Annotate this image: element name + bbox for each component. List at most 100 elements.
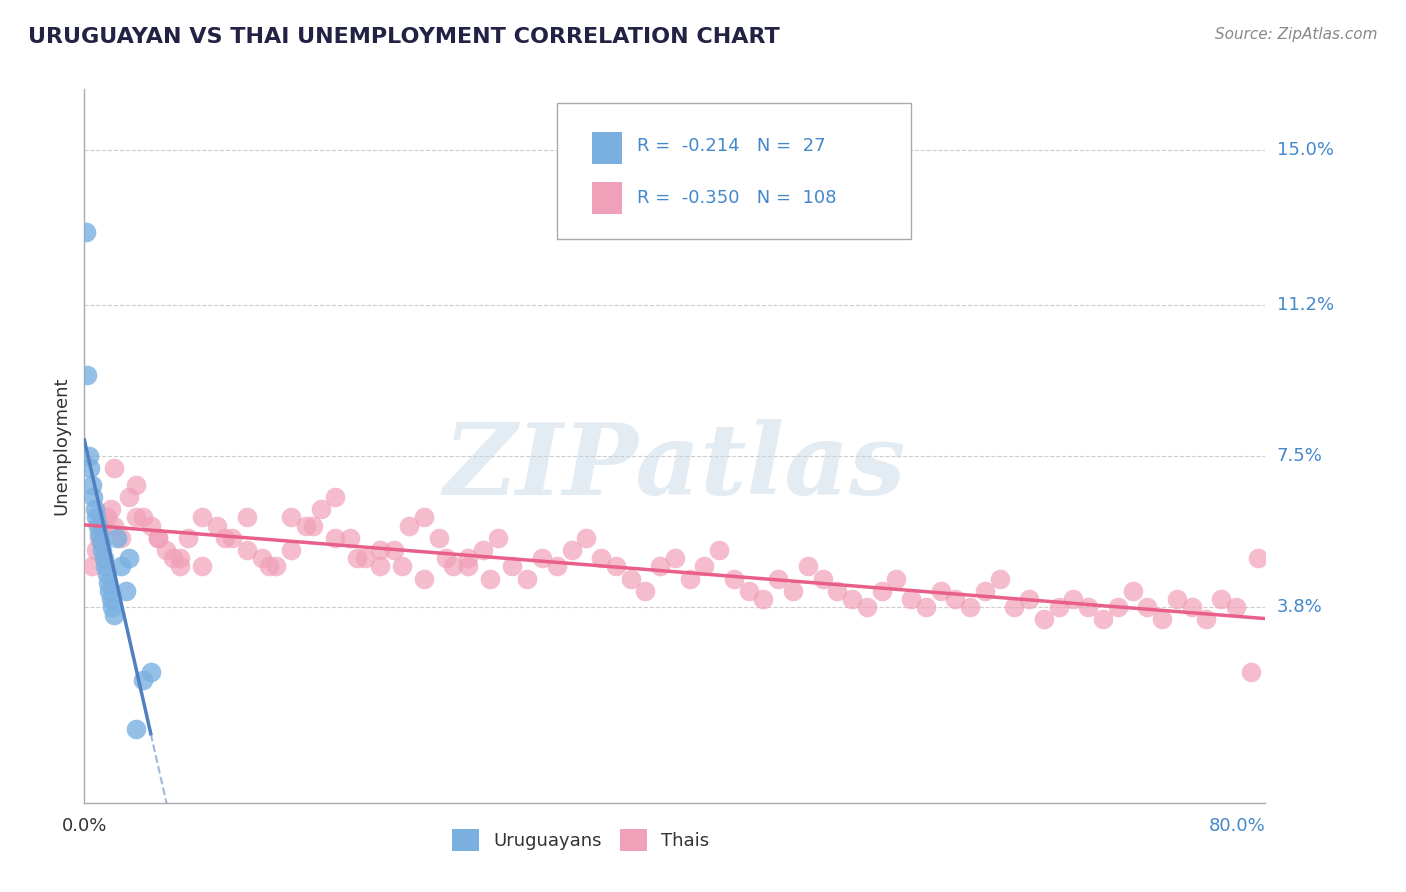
Point — [125, 510, 148, 524]
Text: R =  -0.350   N =  108: R = -0.350 N = 108 — [637, 189, 837, 207]
Point — [207, 518, 229, 533]
Point — [155, 543, 177, 558]
Point — [856, 600, 879, 615]
Point — [169, 551, 191, 566]
Point — [768, 572, 790, 586]
Point — [1047, 600, 1070, 615]
Text: 11.2%: 11.2% — [1277, 296, 1334, 314]
Point — [1225, 600, 1247, 615]
Point — [76, 368, 98, 382]
Point — [650, 559, 672, 574]
Point — [457, 551, 479, 566]
Point — [382, 543, 406, 558]
Text: 3.8%: 3.8% — [1277, 598, 1322, 616]
Point — [1033, 612, 1056, 626]
Point — [900, 591, 922, 606]
Point — [295, 518, 318, 533]
Point — [797, 559, 820, 574]
Point — [162, 551, 184, 566]
Point — [945, 591, 967, 606]
Point — [96, 567, 118, 582]
Point — [236, 543, 259, 558]
Point — [98, 583, 121, 598]
Point — [105, 531, 128, 545]
Point — [988, 572, 1011, 586]
Point — [84, 510, 107, 524]
Point — [87, 531, 111, 545]
Point — [325, 490, 347, 504]
Point — [531, 551, 554, 566]
Point — [250, 551, 273, 566]
Point — [1018, 591, 1040, 606]
Point — [132, 673, 155, 688]
Point — [87, 526, 111, 541]
Point — [870, 583, 893, 598]
Point — [91, 518, 114, 533]
Point — [841, 591, 863, 606]
Point — [501, 559, 523, 574]
Point — [86, 518, 108, 533]
Point — [309, 502, 332, 516]
Point — [90, 534, 112, 549]
Point — [368, 559, 391, 574]
Point — [413, 510, 436, 524]
Point — [693, 559, 716, 574]
Text: ZIPatlas: ZIPatlas — [444, 419, 905, 516]
Point — [80, 559, 103, 574]
Y-axis label: Unemployment: Unemployment — [52, 376, 70, 516]
Point — [97, 575, 120, 590]
Point — [75, 225, 97, 239]
Point — [325, 531, 347, 545]
Point — [664, 551, 686, 566]
Point — [118, 490, 141, 504]
Point — [280, 510, 302, 524]
Point — [782, 583, 804, 598]
Point — [1166, 591, 1188, 606]
Point — [1195, 612, 1218, 626]
Point — [929, 583, 952, 598]
Point — [723, 572, 745, 586]
Point — [139, 665, 162, 680]
Point — [1150, 612, 1173, 626]
FancyBboxPatch shape — [557, 103, 911, 239]
Point — [339, 531, 361, 545]
Point — [125, 477, 148, 491]
Point — [959, 600, 981, 615]
Point — [974, 583, 997, 598]
Point — [139, 518, 162, 533]
Point — [811, 572, 834, 586]
Point — [434, 551, 457, 566]
Text: 7.5%: 7.5% — [1277, 447, 1323, 466]
Text: Source: ZipAtlas.com: Source: ZipAtlas.com — [1215, 27, 1378, 42]
Point — [236, 510, 259, 524]
Point — [427, 531, 450, 545]
Point — [125, 723, 148, 737]
Point — [83, 502, 105, 516]
Point — [221, 531, 243, 545]
Point — [605, 559, 627, 574]
Point — [915, 600, 938, 615]
Point — [148, 531, 170, 545]
Point — [443, 559, 465, 574]
Point — [738, 583, 761, 598]
Text: 0.0%: 0.0% — [62, 817, 107, 835]
Point — [1077, 600, 1099, 615]
Point — [257, 559, 280, 574]
Point — [101, 600, 124, 615]
Point — [77, 449, 100, 463]
Point — [634, 583, 657, 598]
Point — [486, 531, 509, 545]
Point — [368, 543, 391, 558]
Point — [457, 559, 479, 574]
Point — [103, 608, 125, 623]
Point — [391, 559, 413, 574]
Text: 80.0%: 80.0% — [1209, 817, 1265, 835]
Text: R =  -0.214   N =  27: R = -0.214 N = 27 — [637, 137, 825, 155]
Point — [1004, 600, 1026, 615]
Point — [472, 543, 495, 558]
Point — [354, 551, 377, 566]
Point — [1092, 612, 1115, 626]
Point — [84, 543, 107, 558]
Point — [100, 502, 122, 516]
Point — [827, 583, 849, 598]
